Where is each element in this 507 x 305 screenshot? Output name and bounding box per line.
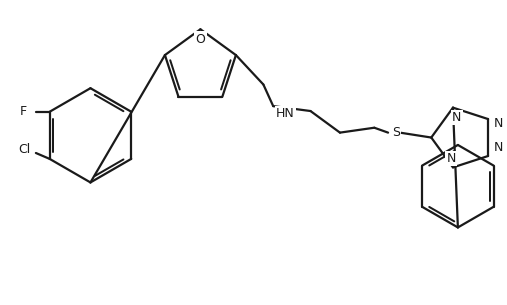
Text: HN: HN	[276, 107, 295, 120]
Text: Cl: Cl	[18, 142, 30, 156]
Text: N: N	[446, 152, 456, 165]
Text: N: N	[452, 111, 461, 124]
Text: N: N	[494, 117, 503, 131]
Text: S: S	[392, 126, 400, 139]
Text: N: N	[494, 141, 503, 154]
Text: O: O	[196, 33, 205, 46]
Text: F: F	[20, 105, 27, 118]
